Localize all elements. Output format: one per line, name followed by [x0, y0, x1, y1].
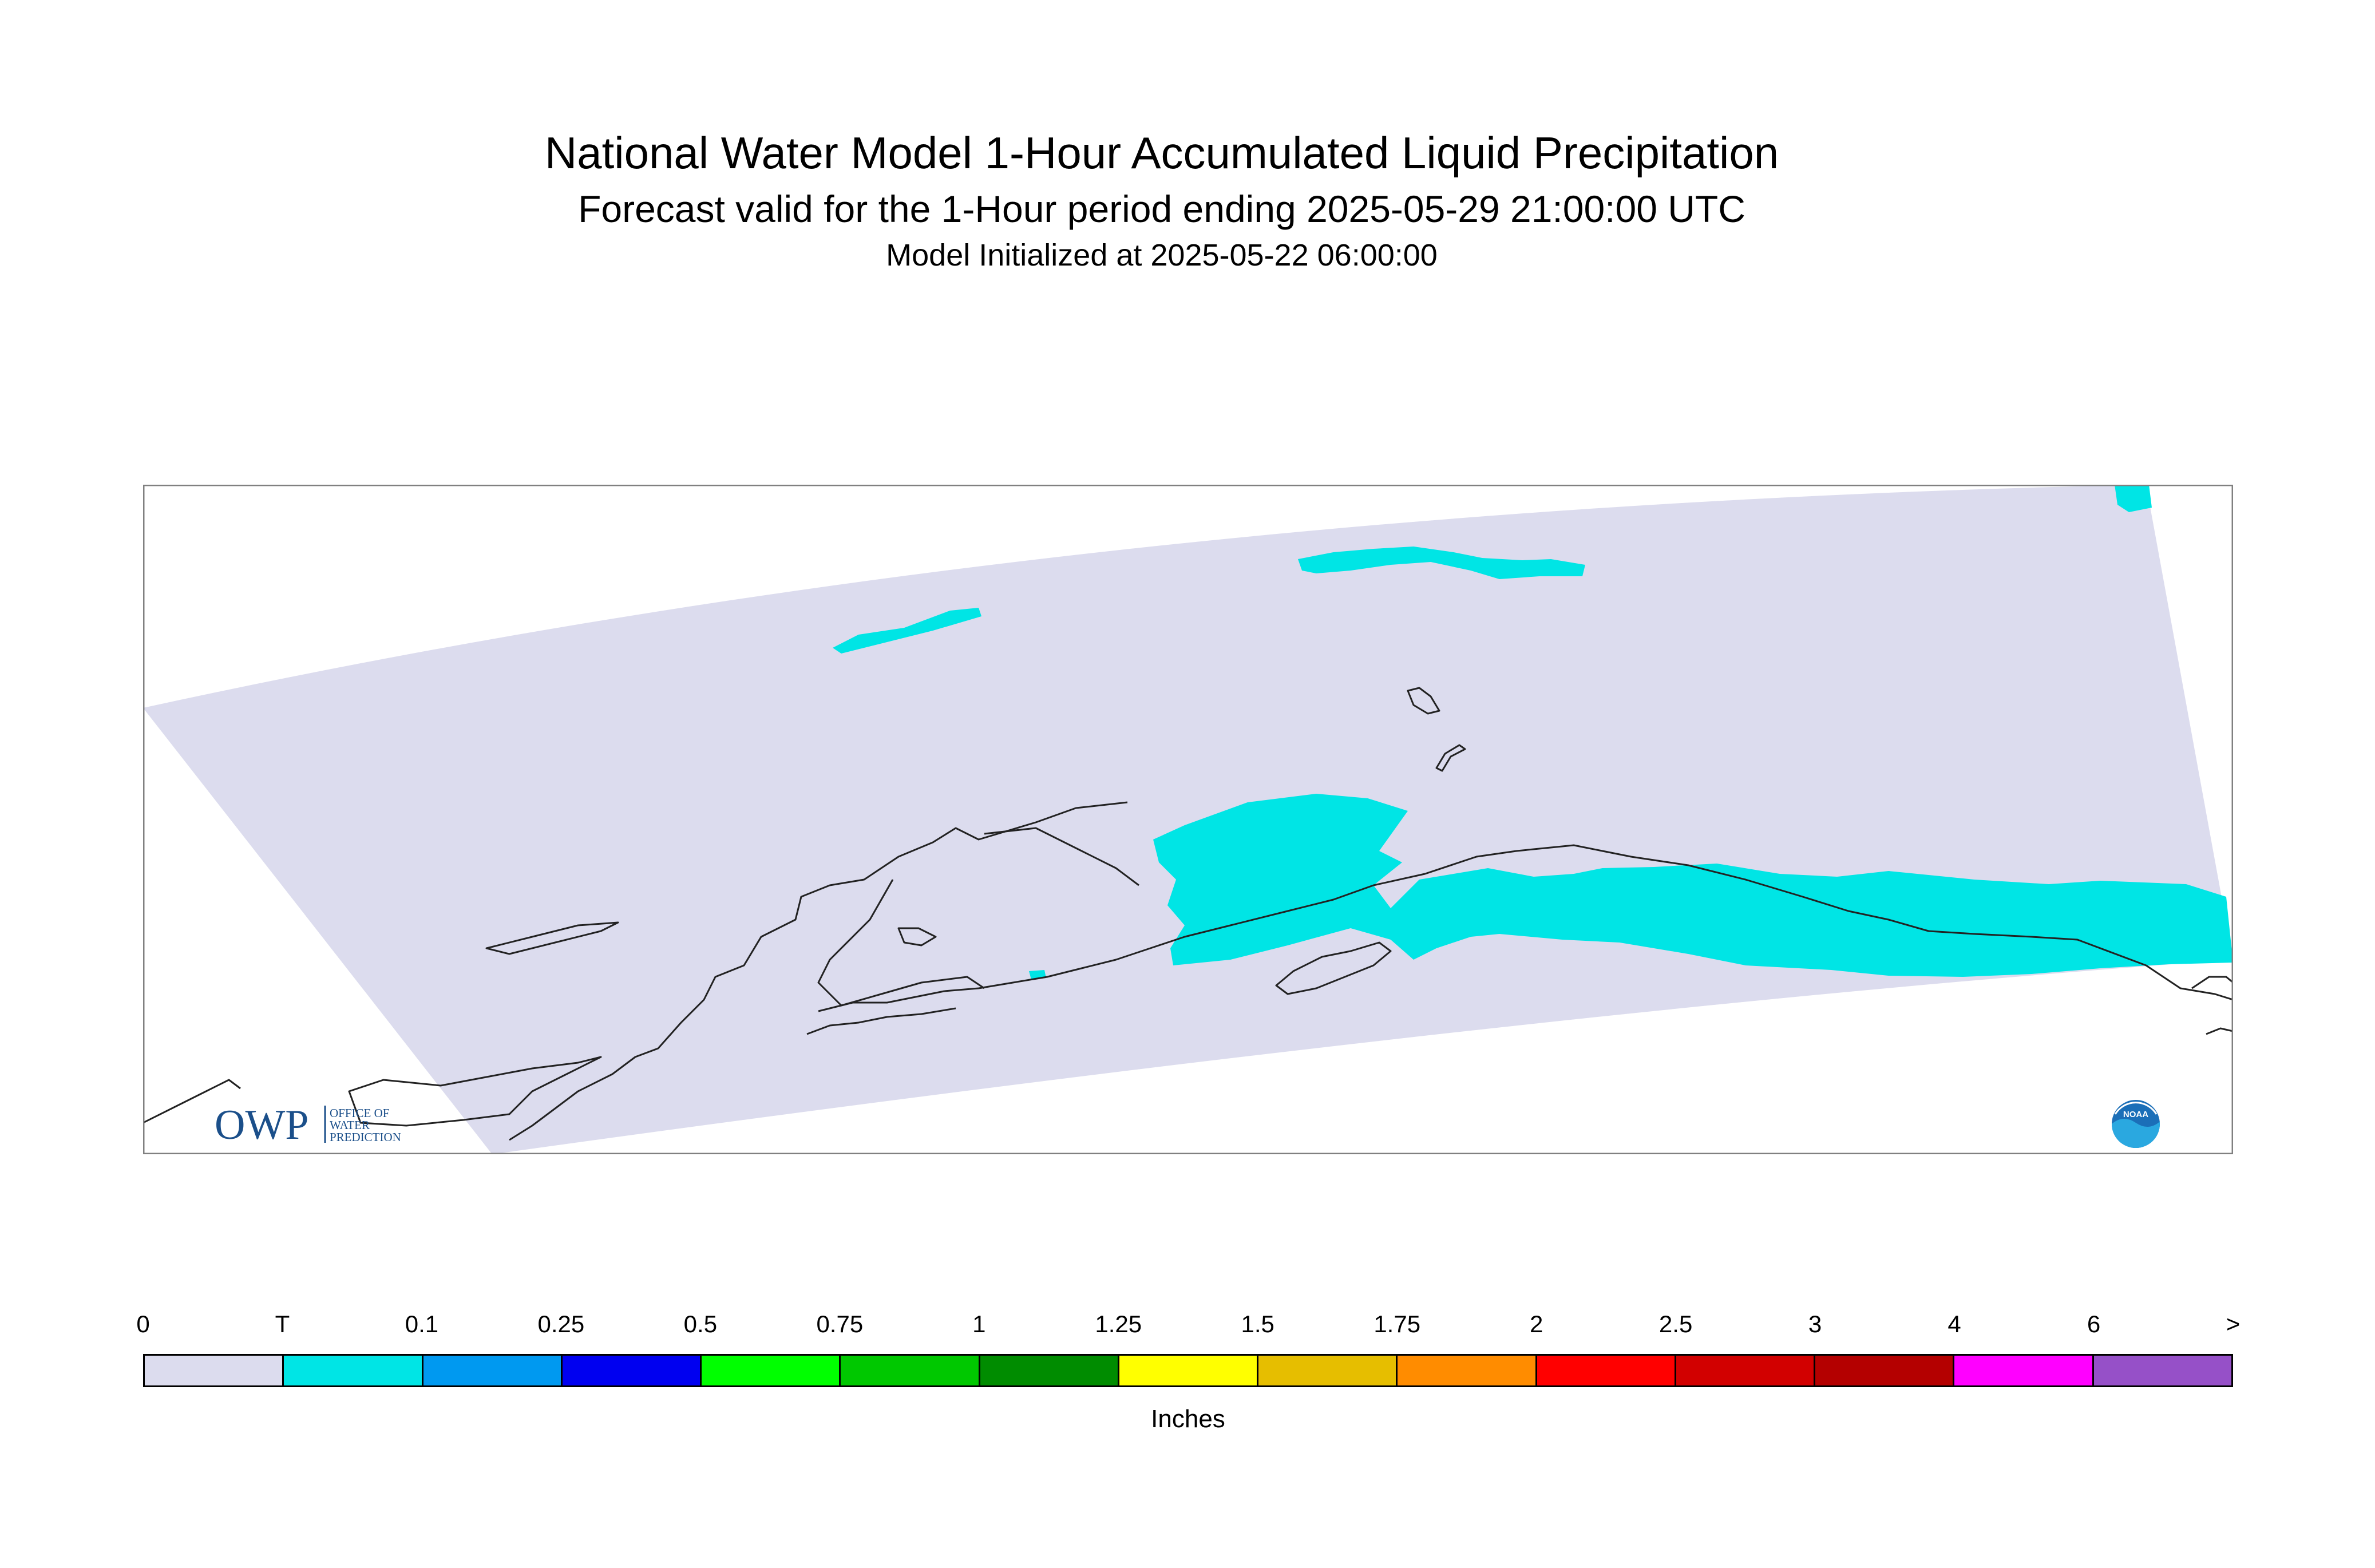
- coastline-alaska-peninsula: [818, 844, 2233, 1012]
- colorbar-tick-label: 1: [972, 1310, 986, 1337]
- colorbar-swatch: [423, 1356, 563, 1385]
- colorbar-tick-label: >: [2226, 1310, 2241, 1337]
- colorbar-tick-label: 0.25: [537, 1310, 585, 1337]
- colorbar-swatch: [980, 1356, 1119, 1385]
- coastlines: [143, 687, 2233, 1141]
- colorbar-swatch: [1537, 1356, 1676, 1385]
- colorbar-tick-label: 0.75: [816, 1310, 864, 1337]
- coastline-bering-mainland: [509, 801, 1128, 1141]
- colorbar-tick-label: 0.5: [683, 1310, 718, 1337]
- noaa-logo-icon: NOAA: [2112, 1100, 2160, 1148]
- map-frame: [143, 485, 2233, 1154]
- coastline-aleutian-tail: [806, 1007, 956, 1035]
- map-canvas: OWP OFFICE OF WATER PREDICTION NOAA: [143, 485, 2233, 1154]
- coastline-chukotka: [348, 1056, 602, 1127]
- coastline-arctic-island-2: [1435, 744, 1466, 772]
- precip-area-arctic-large: [1298, 547, 1585, 579]
- colorbar-tick-label: T: [275, 1310, 290, 1337]
- precipitation-map: OWP OFFICE OF WATER PREDICTION NOAA: [143, 485, 2233, 1154]
- owp-logo-line-2: WATER: [330, 1118, 370, 1132]
- colorbar-swatch: [841, 1356, 980, 1385]
- coastline-far-west: [143, 1079, 241, 1124]
- colorbar-swatch: [1119, 1356, 1259, 1385]
- owp-logo-line-1: OFFICE OF: [330, 1106, 389, 1120]
- owp-logo: OWP OFFICE OF WATER PREDICTION: [215, 1102, 401, 1149]
- coastline-se-alaska: [2191, 976, 2233, 1035]
- model-init-subtitle: Model Initialized at 2025-05-22 06:00:00: [886, 238, 1438, 272]
- coastline-north-slope: [984, 827, 1139, 886]
- coastline-nunivak-island: [897, 927, 937, 947]
- colorbar-tick-label: 2: [1529, 1310, 1543, 1337]
- colorbar-tick-label: 0.1: [405, 1310, 439, 1337]
- colorbar-swatch: [1398, 1356, 1537, 1385]
- noaa-logo-text: NOAA: [2123, 1110, 2148, 1119]
- colorbar-tick-label: 0: [136, 1310, 150, 1337]
- precip-area-southcentral: [1153, 794, 2233, 977]
- coastline-st-lawrence-island: [485, 921, 619, 955]
- colorbar-tick-label: 3: [1808, 1310, 1822, 1337]
- forecast-valid-subtitle: Forecast valid for the 1-Hour period end…: [578, 188, 1745, 230]
- colorbar-units-label: Inches: [1151, 1405, 1225, 1433]
- colorbar-swatch: [284, 1356, 423, 1385]
- colorbar-tick-label: 6: [2087, 1310, 2101, 1337]
- owp-logo-line-3: PREDICTION: [330, 1130, 401, 1144]
- colorbar-swatch: [2093, 1356, 2231, 1385]
- precipitation-areas: [833, 485, 2233, 980]
- colorbar: [143, 1354, 2233, 1387]
- colorbar-tick-label: 2.5: [1658, 1310, 1693, 1337]
- colorbar-swatch: [1815, 1356, 1955, 1385]
- colorbar-swatch: [702, 1356, 841, 1385]
- model-domain-region: [143, 485, 2233, 1154]
- colorbar-swatch: [562, 1356, 702, 1385]
- colorbar-swatch: [145, 1356, 284, 1385]
- colorbar-swatch: [1954, 1356, 2094, 1385]
- colorbar-tick-label: 1.75: [1373, 1310, 1421, 1337]
- coastline-kodiak-island: [1275, 941, 1392, 995]
- colorbar-tick-label: 1.25: [1095, 1310, 1142, 1337]
- map-title: National Water Model 1-Hour Accumulated …: [544, 128, 1779, 178]
- colorbar-tick-label: 4: [1948, 1310, 1961, 1337]
- colorbar-swatch: [1676, 1356, 1816, 1385]
- coastline-arctic-island-1: [1407, 687, 1440, 715]
- colorbar-tick-labels: 0 T 0.1 0.25 0.5 0.75 1 1.25 1.5 1.75 2 2.5 3 4 6 >: [136, 1310, 2240, 1345]
- precip-area-northeast-corner: [2115, 485, 2152, 512]
- colorbar-swatch: [1258, 1356, 1398, 1385]
- colorbar-tick-label: 1.5: [1241, 1310, 1274, 1337]
- owp-logo-letters: OWP: [215, 1102, 308, 1149]
- precip-area-arctic-small: [833, 608, 981, 654]
